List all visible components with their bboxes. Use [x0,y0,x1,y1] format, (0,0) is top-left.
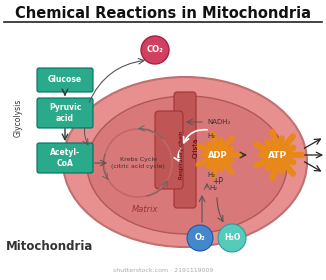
FancyBboxPatch shape [37,98,93,128]
FancyBboxPatch shape [174,92,196,208]
Text: ADP: ADP [208,151,228,160]
Ellipse shape [63,77,307,247]
Text: Respiratory chain: Respiratory chain [180,131,185,179]
Text: Mitochondria: Mitochondria [6,241,94,253]
Text: Crista: Crista [193,138,199,158]
Text: +P: +P [213,178,224,186]
FancyBboxPatch shape [37,68,93,92]
Circle shape [218,224,246,252]
Text: H₂O: H₂O [224,234,240,242]
Circle shape [206,143,230,167]
Text: H₂: H₂ [207,133,215,139]
Ellipse shape [87,96,287,234]
Circle shape [141,36,169,64]
Text: Glycolysis: Glycolysis [13,99,22,137]
Text: Pyruvic
acid: Pyruvic acid [49,103,81,123]
Text: O₂: O₂ [195,234,205,242]
Text: CO₂: CO₂ [147,45,163,55]
Circle shape [264,141,292,169]
Text: H₂: H₂ [209,185,217,191]
Text: shutterstock.com · 2191119009: shutterstock.com · 2191119009 [113,267,213,272]
Text: Chemical Reactions in Mitochondria: Chemical Reactions in Mitochondria [15,6,311,22]
Text: Matrix: Matrix [132,206,158,214]
Text: Glucose: Glucose [48,76,82,85]
FancyBboxPatch shape [155,111,183,189]
Text: Acetyl-
CoA: Acetyl- CoA [50,148,80,168]
Text: ATP: ATP [268,151,288,160]
FancyBboxPatch shape [37,143,93,173]
Text: H₂: H₂ [207,172,215,178]
Text: NADH₂: NADH₂ [207,119,230,125]
Text: Krebs Cycle
(citric acid cycle): Krebs Cycle (citric acid cycle) [111,157,165,169]
Circle shape [187,225,213,251]
